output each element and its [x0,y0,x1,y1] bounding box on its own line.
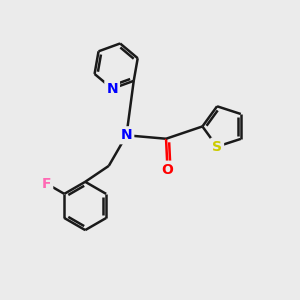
Text: N: N [106,82,118,96]
Text: O: O [162,163,173,177]
Text: N: N [121,128,132,142]
Text: S: S [212,140,222,154]
Text: F: F [42,177,51,190]
